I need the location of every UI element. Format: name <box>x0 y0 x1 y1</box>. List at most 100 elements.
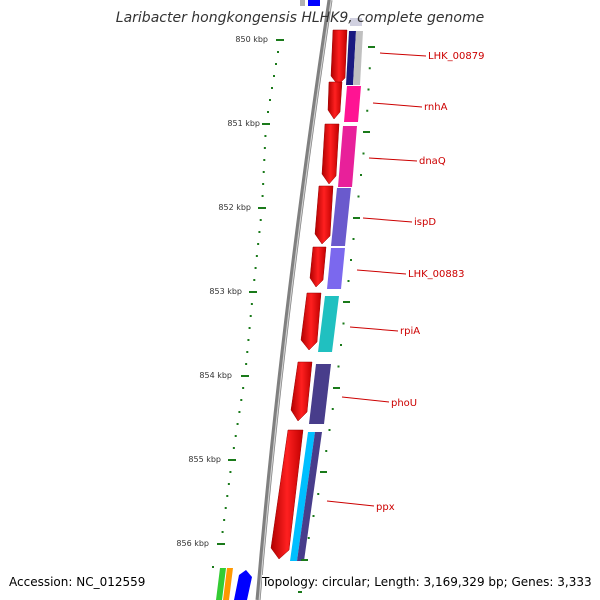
tick-854: 854 kbp <box>199 371 249 380</box>
cds-arrow <box>309 246 327 288</box>
outer-minor-tick <box>340 344 342 346</box>
gene-label-text: ppx <box>376 502 395 513</box>
outer-minor-tick <box>366 109 369 112</box>
minor-tick <box>221 531 224 533</box>
minor-tick <box>229 471 232 473</box>
minor-tick <box>232 447 235 449</box>
outer-minor-tick <box>352 238 355 240</box>
minor-tick <box>275 63 277 65</box>
outer-minor-tick <box>347 280 350 282</box>
tick-850: 850 kbp <box>235 35 284 44</box>
gene-label-text: phoU <box>391 398 417 409</box>
gene-label-text: ispD <box>414 217 436 228</box>
tick-label: 856 kbp <box>176 539 209 548</box>
gene-label-rnhA[interactable]: rnhA <box>372 102 448 113</box>
minor-tick <box>223 519 226 521</box>
outer-minor-tick <box>367 88 370 91</box>
tick-852: 852 kbp <box>218 203 266 212</box>
gene-label-phoU[interactable]: phoU <box>341 396 417 409</box>
gene-label-rpiA[interactable]: rpiA <box>349 326 420 337</box>
minor-tick <box>249 315 252 317</box>
outer-minor-tick <box>362 152 365 155</box>
gene-color-track <box>290 31 363 561</box>
tick-label: 852 kbp <box>218 203 251 212</box>
tick-label: 854 kbp <box>199 371 232 380</box>
outer-minor-tick <box>331 408 334 410</box>
minor-tick <box>234 435 237 437</box>
cds-arrow <box>270 429 304 560</box>
gene-block-ppx-a <box>290 432 315 561</box>
minor-tick <box>264 135 267 137</box>
gene-label-text: LHK_00879 <box>428 51 484 62</box>
tick-855: 855 kbp <box>188 455 236 464</box>
outer-minor-tick <box>328 429 331 431</box>
tick-label: 851 kbp <box>227 119 260 128</box>
outer-minor-tick <box>317 493 320 495</box>
gene-block-dnaQ <box>338 126 357 187</box>
minor-tick <box>254 267 257 269</box>
gene-label-text: rnhA <box>424 102 448 113</box>
outer-minor-tick <box>360 174 362 176</box>
minor-tick <box>242 387 245 389</box>
cds-arrow <box>321 123 340 185</box>
gene-block-LHK_00883 <box>327 248 345 289</box>
tick-851: 851 kbp <box>227 119 270 128</box>
cds-arrow <box>300 292 322 351</box>
minor-tick <box>271 87 273 89</box>
cds-arrow <box>327 81 343 120</box>
minor-tick <box>261 195 264 197</box>
outer-minor-tick <box>357 195 360 198</box>
gene-label-LHK_00879[interactable]: LHK_00879 <box>379 51 484 62</box>
outer-minor-tick <box>350 259 352 261</box>
minor-tick <box>259 219 262 221</box>
gene-label-text: LHK_00883 <box>408 269 464 280</box>
gene-block-phoU <box>309 364 331 424</box>
gene-block-rnhA <box>344 86 361 122</box>
minor-tick <box>263 147 266 149</box>
map-title: Laribacter hongkongensis HLHK9, complete… <box>115 10 485 26</box>
minor-tick <box>248 327 251 329</box>
minor-tick <box>240 399 243 401</box>
gene-label-ispD[interactable]: ispD <box>362 217 436 228</box>
scale-axis: 850 kbp 851 kbp 852 kbp 853 kbp 854 kbp … <box>176 35 284 548</box>
minor-tick <box>257 243 260 245</box>
minor-tick <box>258 231 261 233</box>
minor-tick <box>262 171 265 173</box>
outer-ticks <box>301 46 375 561</box>
topology-text: Topology: circular; Length: 3,169,329 bp… <box>262 575 592 589</box>
minor-tick <box>255 255 258 257</box>
tick-853: 853 kbp <box>209 287 257 296</box>
cds-arrow <box>314 185 334 245</box>
minor-ticks <box>221 51 279 533</box>
outer-minor-tick <box>325 450 328 452</box>
minor-tick <box>238 411 241 413</box>
minor-tick <box>263 159 266 161</box>
minor-tick <box>273 75 275 77</box>
minor-tick <box>262 183 265 185</box>
minor-tick <box>236 423 239 425</box>
gene-label-ppx[interactable]: ppx <box>326 500 395 513</box>
minor-tick <box>269 99 271 101</box>
tick-label: 850 kbp <box>235 35 268 44</box>
backbone-line <box>255 0 333 600</box>
accession-text: Accession: NC_012559 <box>9 575 146 589</box>
tick-label: 855 kbp <box>188 455 221 464</box>
outer-minor-tick <box>312 515 315 517</box>
minor-tick <box>245 363 248 365</box>
tick-856: 856 kbp <box>176 539 225 548</box>
top-partial-features <box>300 0 362 26</box>
gene-label-dnaQ[interactable]: dnaQ <box>368 156 446 167</box>
gene-block-ppx-b <box>297 432 322 561</box>
gene-labels: LHK_00879 rnhA dnaQ ispD LHK_00883 rpiA … <box>326 51 484 513</box>
gene-label-text: dnaQ <box>419 156 446 167</box>
minor-tick <box>246 351 249 353</box>
outer-minor-tick <box>368 67 371 70</box>
gene-block-rpiA <box>318 296 339 352</box>
gene-block-LHK_00879-b <box>353 31 363 85</box>
gene-label-LHK_00883[interactable]: LHK_00883 <box>356 269 464 280</box>
minor-tick <box>253 279 256 281</box>
outer-minor-tick <box>307 537 310 539</box>
minor-tick <box>277 51 279 53</box>
minor-tick <box>250 303 253 305</box>
